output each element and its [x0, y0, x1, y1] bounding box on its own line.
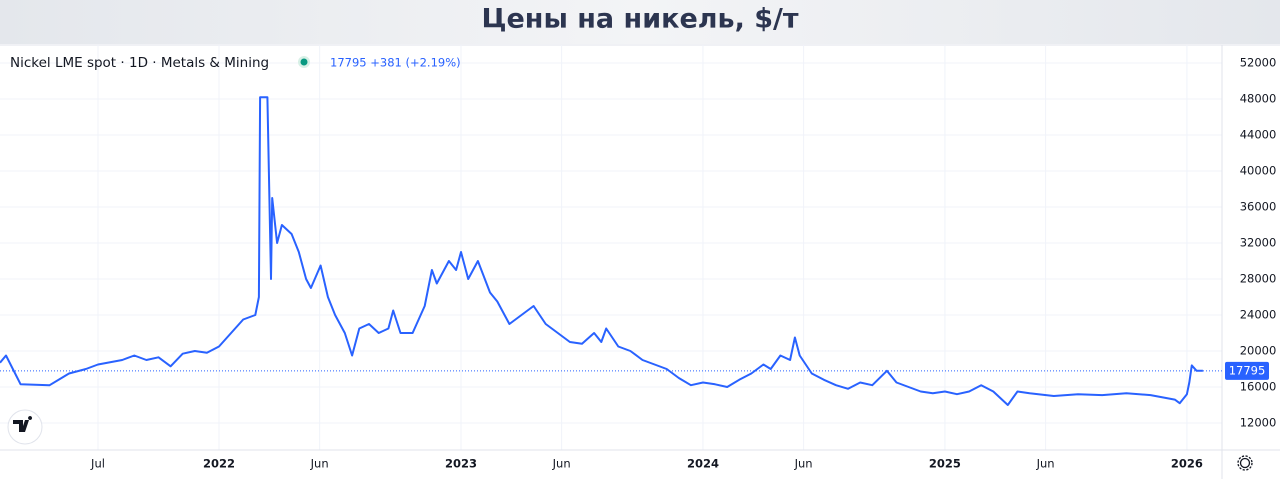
y-tick-label: 36000: [1240, 200, 1277, 214]
chart: 12000 16000 20000 24000 28000 32000 36000 40000…: [0, 44, 1280, 479]
page-title: Цены на никель, $/т: [481, 4, 798, 35]
y-tick-label: 48000: [1240, 92, 1277, 106]
y-tick-label: 52000: [1240, 56, 1277, 70]
y-tick-label: 32000: [1240, 236, 1277, 250]
price-line: [0, 96, 1203, 406]
y-tick-label: 24000: [1240, 308, 1277, 322]
settings-icon[interactable]: [1237, 455, 1253, 471]
y-tick-label: 12000: [1240, 416, 1277, 430]
y-tick-label: 44000: [1240, 128, 1277, 142]
x-tick-label: 2025: [929, 457, 961, 471]
y-tick-label: 40000: [1240, 164, 1277, 178]
x-tick-label: Jun: [794, 457, 813, 471]
x-tick-label: Jun: [552, 457, 571, 471]
y-tick-label: 16000: [1240, 380, 1277, 394]
status-dot: [300, 58, 308, 66]
x-tick-label: 2022: [203, 457, 235, 471]
title-banner: [0, 0, 1280, 44]
x-tick-label: 2023: [445, 457, 477, 471]
last-price-tag: [1225, 361, 1269, 380]
y-tick-label: 28000: [1240, 272, 1277, 286]
x-tick-label: 2024: [687, 457, 719, 471]
x-tick-label: Jun: [1036, 457, 1055, 471]
x-tick-label: Jun: [310, 457, 329, 471]
last-price-label: 17795: [1229, 363, 1266, 377]
quote-label: 17795 +381 (+2.19%): [330, 56, 461, 70]
y-tick-label: 20000: [1240, 344, 1277, 358]
tv-logo: [7, 409, 43, 445]
x-tick-label: 2026: [1171, 457, 1203, 471]
symbol-label: Nickel LME spot · 1D · Metals & Mining: [10, 55, 269, 71]
x-tick-label: Jul: [90, 457, 105, 471]
